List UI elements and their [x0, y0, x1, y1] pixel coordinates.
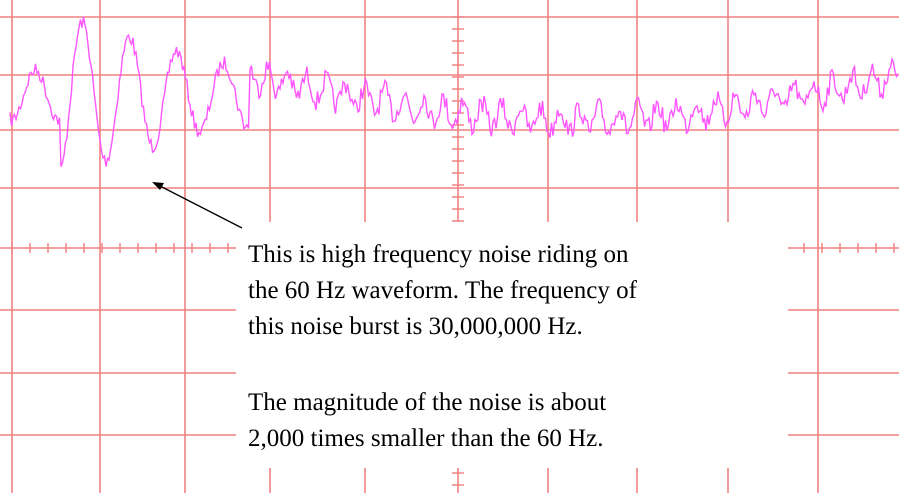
annotation-line: the 60 Hz waveform. The frequency of [248, 277, 638, 304]
oscilloscope-screen: This is high frequency noise riding on t… [0, 0, 899, 493]
pointer-arrow [160, 186, 242, 228]
waveform-trace [10, 17, 898, 167]
annotation-line: this noise burst is 30,000,000 Hz. [248, 313, 583, 340]
annotation-line: The magnitude of the noise is about [248, 389, 606, 416]
page: {"annotation": {"paragraphs": [ ["This i… [0, 0, 899, 493]
annotation-line: This is high frequency noise riding on [248, 241, 629, 268]
annotation-line: 2,000 times smaller than the 60 Hz. [248, 425, 603, 452]
